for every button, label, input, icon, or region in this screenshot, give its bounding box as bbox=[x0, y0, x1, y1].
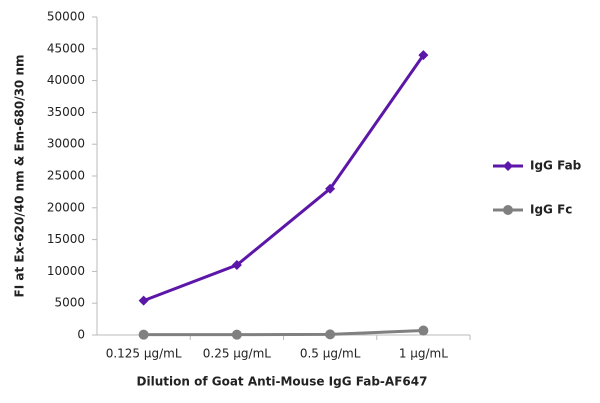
legend-marker bbox=[503, 161, 513, 171]
x-tick-label: 1 µg/mL bbox=[399, 347, 448, 361]
x-tick-label: 0.5 µg/mL bbox=[300, 347, 361, 361]
y-tick-label: 20000 bbox=[47, 200, 85, 214]
y-tick-label: 10000 bbox=[47, 264, 85, 278]
y-axis-label: FI at Ex-620/40 nm & Em-680/30 nm bbox=[13, 55, 27, 298]
data-point bbox=[231, 260, 242, 271]
y-tick-label: 25000 bbox=[47, 169, 85, 183]
y-tick-label: 35000 bbox=[47, 105, 85, 119]
y-tick-label: 30000 bbox=[47, 137, 85, 151]
legend-label: IgG Fab bbox=[530, 159, 582, 173]
data-point bbox=[418, 50, 429, 61]
y-tick-label: 0 bbox=[77, 328, 85, 342]
x-tick-label: 0.25 µg/mL bbox=[203, 347, 272, 361]
series-line bbox=[143, 54, 425, 303]
y-tick-label: 50000 bbox=[47, 10, 85, 24]
legend-marker bbox=[503, 205, 513, 215]
x-axis-label: Dilution of Goat Anti-Mouse IgG Fab-AF64… bbox=[137, 375, 428, 389]
data-point bbox=[325, 183, 336, 194]
data-point bbox=[138, 329, 149, 340]
data-point bbox=[325, 329, 336, 340]
legend-label: IgG Fc bbox=[530, 203, 572, 217]
x-tick-label: 0.125 µg/mL bbox=[106, 347, 182, 361]
y-tick-label: 15000 bbox=[47, 232, 85, 246]
series-line bbox=[143, 329, 424, 337]
y-tick-label: 45000 bbox=[47, 41, 85, 55]
y-tick-label: 40000 bbox=[47, 73, 85, 87]
data-point bbox=[138, 295, 149, 306]
data-point bbox=[231, 329, 242, 340]
data-point bbox=[418, 325, 429, 336]
y-tick-label: 5000 bbox=[54, 296, 85, 310]
